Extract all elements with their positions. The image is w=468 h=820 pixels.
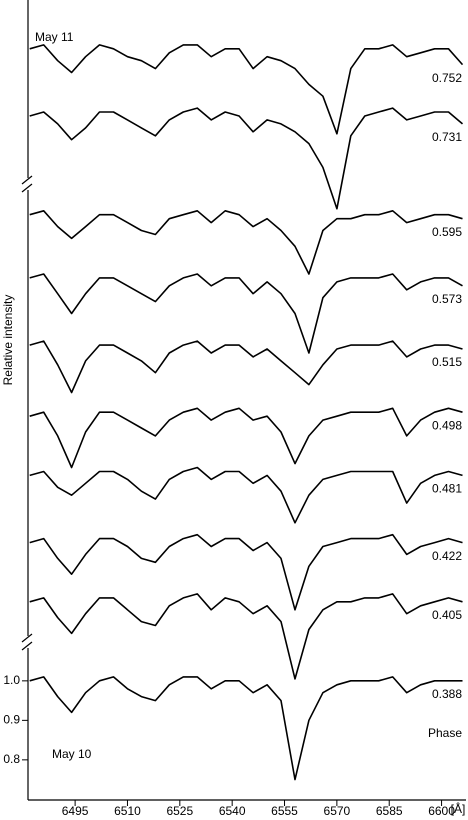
spectrum-line bbox=[29, 407, 463, 469]
y-axis-label: Relative intensity bbox=[1, 295, 15, 386]
x-tick-label: 6540 bbox=[219, 804, 246, 818]
x-axis-label: [Å] bbox=[451, 801, 466, 816]
spectrum-line bbox=[29, 533, 463, 611]
phase-label: 0.731 bbox=[432, 130, 462, 144]
phase-label: 0.498 bbox=[432, 418, 462, 432]
spectrum-line bbox=[29, 44, 464, 135]
spectrum-line bbox=[29, 593, 463, 680]
spectrum-line bbox=[29, 466, 463, 524]
y-tick-label: 0.8 bbox=[3, 752, 20, 766]
y-tick-label: 1.0 bbox=[3, 673, 20, 687]
annotation: May 10 bbox=[52, 747, 92, 761]
spectrum-line bbox=[29, 676, 463, 781]
spectrum-line bbox=[29, 273, 463, 354]
phase-label: 0.388 bbox=[432, 687, 462, 701]
phase-label: 0.422 bbox=[432, 549, 462, 563]
x-tick-label: 6570 bbox=[324, 804, 351, 818]
spectrum-line bbox=[29, 210, 463, 275]
phase-label: 0.752 bbox=[432, 71, 462, 85]
spectrum-line bbox=[29, 340, 463, 394]
spectrum-line bbox=[29, 107, 464, 210]
x-tick-label: 6525 bbox=[166, 804, 193, 818]
phase-label: 0.573 bbox=[432, 292, 462, 306]
axis-break bbox=[21, 175, 34, 193]
phase-label: 0.405 bbox=[432, 608, 462, 622]
x-tick-label: 6555 bbox=[271, 804, 298, 818]
phase-label: 0.515 bbox=[432, 355, 462, 369]
annotation: May 11 bbox=[35, 30, 74, 44]
phase-label: 0.595 bbox=[432, 225, 462, 239]
x-tick-label: 6585 bbox=[376, 804, 403, 818]
phase-label: 0.481 bbox=[432, 482, 462, 496]
axis-break bbox=[21, 633, 34, 651]
x-tick-label: 6510 bbox=[114, 804, 141, 818]
x-tick-label: 6600 bbox=[428, 804, 455, 818]
x-tick-label: 6495 bbox=[62, 804, 89, 818]
y-tick-label: 0.9 bbox=[3, 713, 20, 727]
annotation: Phase bbox=[428, 726, 462, 740]
